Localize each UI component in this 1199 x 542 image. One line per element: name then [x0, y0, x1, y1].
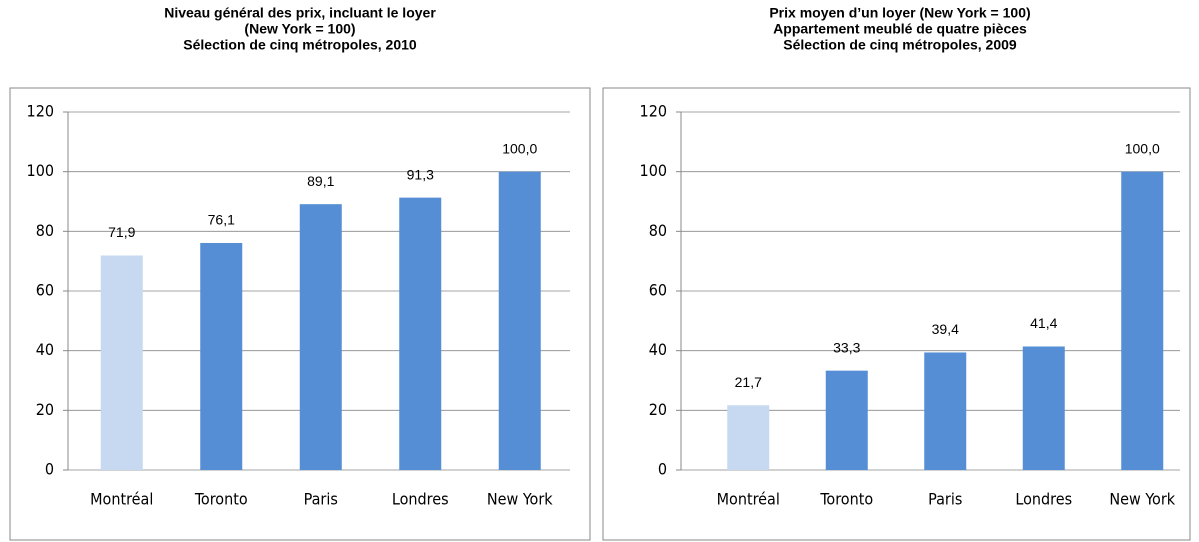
chart-frame: [602, 87, 1191, 541]
bar: [924, 352, 967, 470]
y-tick-label: 0: [658, 460, 667, 479]
chart-title: (New York = 100): [244, 21, 355, 37]
y-tick-label: 80: [649, 221, 667, 240]
x-tick-label: Paris: [928, 490, 962, 509]
bar: [1022, 346, 1065, 470]
bar: [200, 242, 243, 470]
bar: [100, 255, 143, 470]
y-tick-label: 80: [36, 221, 54, 240]
y-tick-label: 60: [36, 281, 54, 300]
value-label: 39,4: [932, 321, 959, 337]
x-tick-label: Montréal: [90, 490, 153, 509]
chart-title: Prix moyen d’un loyer (New York = 100): [769, 5, 1030, 21]
y-tick-label: 60: [649, 281, 667, 300]
chart-title: Sélection de cinq métropoles, 2010: [183, 37, 417, 53]
chart-frame: [9, 87, 591, 541]
value-label: 21,7: [735, 374, 762, 390]
value-label: 91,3: [407, 166, 434, 182]
bar: [1121, 171, 1164, 470]
chart-title: Sélection de cinq métropoles, 2009: [783, 37, 1017, 53]
value-label: 41,4: [1030, 315, 1057, 331]
y-tick-label: 120: [640, 102, 667, 121]
bar: [498, 171, 541, 470]
value-label: 100,0: [502, 140, 537, 156]
x-tick-label: Toronto: [819, 490, 873, 509]
chart-title: Appartement meublé de quatre pièces: [773, 21, 1027, 37]
value-label: 89,1: [307, 173, 334, 189]
bar: [299, 204, 342, 470]
value-label: 76,1: [208, 212, 235, 228]
bar: [727, 405, 770, 470]
x-tick-label: Londres: [1015, 490, 1072, 509]
value-label: 33,3: [833, 339, 860, 355]
y-tick-label: 20: [36, 400, 54, 419]
y-tick-label: 0: [45, 460, 54, 479]
y-tick-label: 20: [649, 400, 667, 419]
x-tick-label: New York: [1109, 490, 1175, 509]
bar: [825, 370, 868, 470]
x-tick-label: Londres: [392, 490, 449, 509]
value-label: 71,9: [108, 224, 135, 240]
y-tick-label: 120: [27, 102, 54, 121]
x-tick-label: Montréal: [717, 490, 780, 509]
y-tick-label: 100: [640, 161, 667, 180]
bar: [399, 197, 442, 470]
y-tick-label: 40: [36, 340, 54, 359]
y-tick-label: 100: [27, 161, 54, 180]
x-tick-label: New York: [487, 490, 553, 509]
chart-title: Niveau général des prix, incluant le loy…: [164, 5, 436, 21]
y-tick-label: 40: [649, 340, 667, 359]
x-tick-label: Paris: [304, 490, 338, 509]
value-label: 100,0: [1125, 140, 1160, 156]
x-tick-label: Toronto: [194, 490, 248, 509]
